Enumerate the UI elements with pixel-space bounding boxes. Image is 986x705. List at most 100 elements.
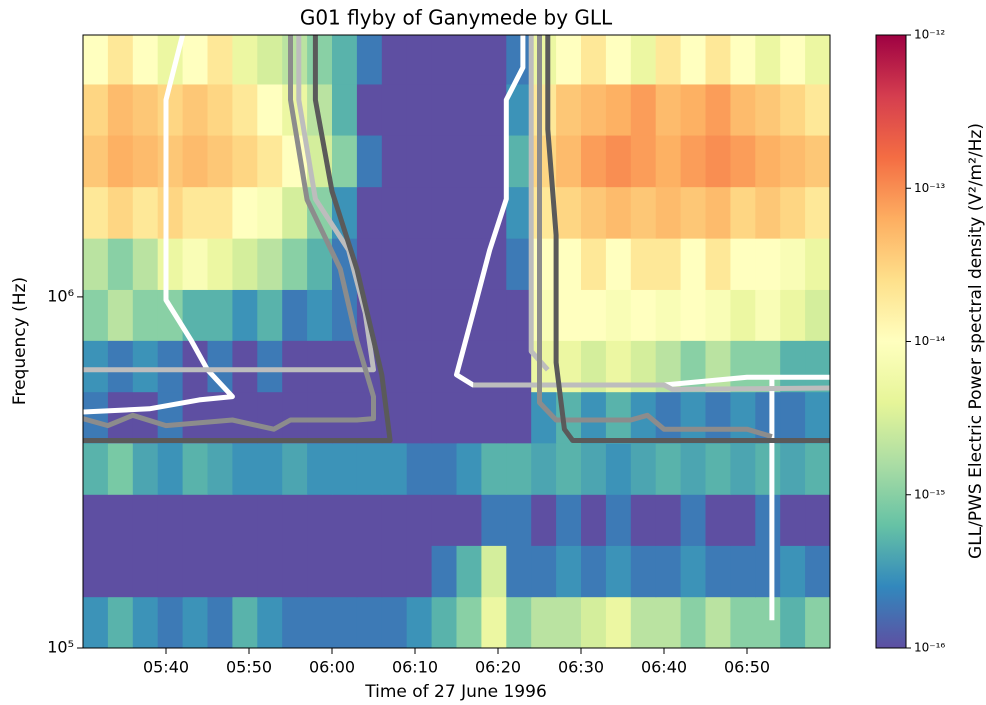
cell [705, 391, 731, 444]
cell [83, 340, 109, 393]
cell [406, 494, 433, 546]
cell [381, 135, 408, 188]
cell [780, 596, 806, 648]
cell [780, 35, 806, 85]
cell [332, 494, 358, 546]
cell [630, 135, 657, 188]
x-tick-label: 05:50 [226, 658, 272, 677]
cell [730, 289, 756, 341]
cell [581, 494, 607, 546]
cell [207, 596, 233, 648]
cell [705, 186, 731, 239]
cell [680, 545, 706, 598]
cell [157, 186, 184, 239]
cell [282, 35, 308, 85]
cell [605, 83, 632, 136]
cell [157, 135, 184, 188]
cell [456, 391, 482, 444]
cell [805, 135, 830, 188]
cell [581, 596, 607, 648]
cell [655, 391, 682, 444]
cell [630, 289, 657, 341]
cell [332, 596, 358, 648]
cell [232, 442, 258, 495]
colorbar-tick-label: 10⁻¹³ [914, 181, 945, 195]
cell [207, 35, 233, 85]
spectrogram [83, 35, 830, 648]
cell [83, 238, 109, 290]
cell [780, 289, 806, 341]
cell [531, 442, 557, 495]
x-tick-label: 06:00 [309, 658, 355, 677]
cell [257, 596, 283, 648]
cell [481, 545, 507, 598]
cell [406, 35, 433, 85]
cell [655, 596, 682, 648]
cell [182, 83, 208, 136]
cell [655, 83, 682, 136]
y-tick-label: 10⁶ [47, 286, 74, 305]
cell [182, 186, 208, 239]
cell [182, 545, 208, 598]
cell [456, 186, 482, 239]
cell [257, 442, 283, 495]
cell [257, 186, 283, 239]
cell [83, 186, 109, 239]
colorbar-label: GLL/PWS Electric Power spectral density … [966, 123, 986, 559]
cell [381, 596, 408, 648]
cell [506, 391, 532, 444]
cell [531, 35, 557, 85]
cell [157, 391, 184, 444]
cell [406, 545, 433, 598]
cell [705, 289, 731, 341]
cell [506, 442, 532, 495]
cell [182, 442, 208, 495]
cell [805, 238, 830, 290]
cell [605, 596, 632, 648]
cell [680, 442, 706, 495]
cell [232, 135, 258, 188]
cell [232, 238, 258, 290]
cell [83, 35, 109, 85]
cell [332, 135, 358, 188]
cell [630, 545, 657, 598]
cell [132, 186, 159, 239]
cell [730, 186, 756, 239]
cell [83, 83, 109, 136]
cell [257, 238, 283, 290]
cell [705, 238, 731, 290]
cell [755, 494, 781, 546]
cell [132, 35, 159, 85]
cell [157, 238, 184, 290]
cell [381, 545, 408, 598]
cell [381, 340, 408, 393]
cell [655, 186, 682, 239]
cell [132, 442, 159, 495]
cell [581, 83, 607, 136]
colorbar-tick-label: 10⁻¹⁶ [914, 641, 945, 655]
cell [406, 596, 433, 648]
cell [132, 289, 159, 341]
cell [356, 545, 383, 598]
cell [282, 494, 308, 546]
cell [630, 238, 657, 290]
cell [556, 289, 582, 341]
cell [456, 238, 482, 290]
cell [680, 391, 706, 444]
cell [755, 238, 781, 290]
cell [456, 135, 482, 188]
cell [83, 135, 109, 188]
cell [680, 494, 706, 546]
cell [730, 442, 756, 495]
cell [207, 83, 233, 136]
cell [232, 83, 258, 136]
cell [755, 596, 781, 648]
cell [630, 442, 657, 495]
cell [730, 135, 756, 188]
cell [182, 238, 208, 290]
cell [406, 289, 433, 341]
colorbar-tick-label: 10⁻¹⁴ [914, 334, 945, 348]
cell [506, 289, 532, 341]
cell [506, 186, 532, 239]
